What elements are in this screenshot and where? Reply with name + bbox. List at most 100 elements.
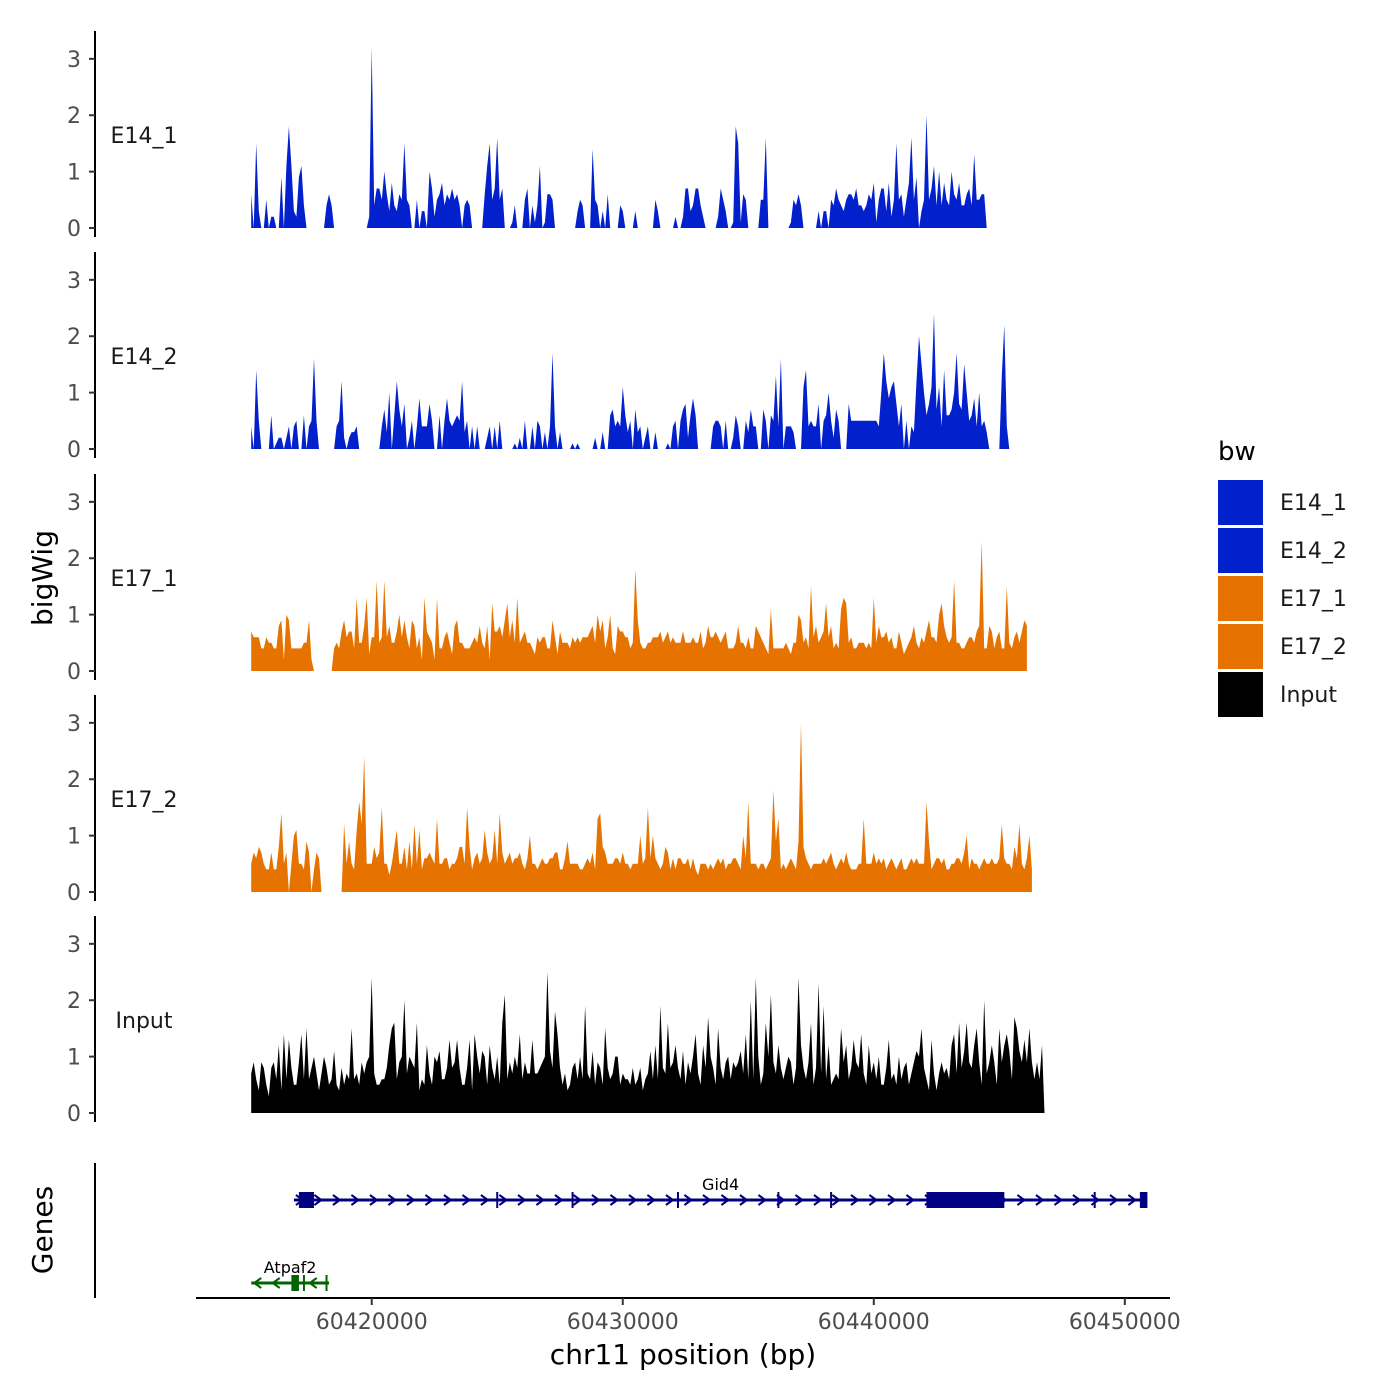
gene-models: Gid4 Atpaf2	[251, 1175, 1148, 1291]
exon-block	[1139, 1192, 1148, 1208]
track-Input: 0 1 2 3 Input	[67, 916, 1045, 1127]
y-axis-title: bigWig	[26, 530, 59, 626]
track-E17_1: 0 1 2 3 E17_1	[67, 474, 1027, 685]
strand-arrow	[271, 1277, 281, 1289]
strand-arrow	[646, 1194, 657, 1206]
exon-block	[291, 1275, 299, 1291]
strand-arrow	[1053, 1194, 1064, 1206]
strand-arrow	[831, 1194, 842, 1206]
strand-arrow	[628, 1194, 638, 1206]
coverage-area-E17_2	[251, 722, 1032, 892]
coverage-area-E14_2	[251, 313, 1017, 449]
strand-arrow	[1016, 1194, 1027, 1206]
gene-Atpaf2: Atpaf2	[251, 1258, 330, 1291]
y-tick-label: 1	[67, 161, 81, 186]
y-tick-label: 3	[67, 491, 81, 516]
x-axis-ticks: 60420000 60430000 60440000 60450000	[316, 1298, 1181, 1335]
strand-arrow	[1109, 1194, 1119, 1206]
y-tick-label: 2	[67, 547, 81, 572]
coverage-area-E17_1	[251, 541, 1027, 671]
y-tick-label: 1	[67, 382, 81, 407]
x-axis: 60420000 60430000 60440000 60450000	[196, 1297, 1181, 1335]
x-tick-label: 60420000	[316, 1310, 428, 1335]
y-tick-label: 2	[67, 768, 81, 793]
y-tick-label: 0	[67, 438, 81, 463]
legend-swatch-E17_1	[1218, 576, 1263, 621]
coverage-area-Input	[251, 972, 1045, 1113]
genes-panel: Gid4 Atpaf2	[94, 1163, 1148, 1298]
track-label: E17_1	[111, 567, 178, 592]
strand-arrow	[572, 1194, 583, 1206]
x-tick-label: 60440000	[818, 1310, 930, 1335]
y-tick-label: 2	[67, 325, 81, 350]
y-tick-label: 0	[67, 660, 81, 685]
exon-block	[926, 1192, 1005, 1208]
strand-arrow	[739, 1194, 749, 1206]
legend-swatch-Input	[1218, 672, 1263, 717]
strand-arrow	[350, 1194, 361, 1206]
y-tick-label: 1	[67, 604, 81, 629]
strand-arrow	[683, 1194, 694, 1206]
strand-arrow	[332, 1194, 342, 1206]
strand-arrow	[813, 1194, 823, 1206]
x-tick-label: 60450000	[1069, 1310, 1181, 1335]
strand-arrow	[702, 1194, 712, 1206]
genes-axis-title: Genes	[26, 1186, 59, 1274]
strand-arrow	[1127, 1194, 1138, 1206]
strand-arrow	[480, 1194, 490, 1206]
legend-swatch-E17_2	[1218, 624, 1263, 669]
track-label: Input	[116, 1009, 173, 1034]
strand-arrow	[554, 1194, 564, 1206]
track-E14_1: 0 1 2 3 E14_1	[67, 31, 990, 242]
track-E17_2: 0 1 2 3 E17_2	[67, 695, 1032, 906]
y-tick-label: 3	[67, 712, 81, 737]
strand-arrow	[369, 1194, 379, 1206]
track-label: E17_2	[111, 788, 178, 813]
legend: bw E14_1 E14_2 E17_1 E17_2 Input	[1218, 437, 1347, 717]
coverage-tracks: 0 1 2 3 E14_1 0 1 2 3 E14_2 0 1 2 3 E17_1 0 1 2 3 E17_2 0 1 2 3…	[67, 31, 1045, 1127]
strand-arrow	[850, 1194, 860, 1206]
coverage-area-E14_1	[251, 47, 990, 228]
strand-arrow	[498, 1194, 509, 1206]
legend-swatch-E14_1	[1218, 480, 1263, 525]
y-tick-label: 1	[67, 1046, 81, 1071]
legend-label: E14_2	[1280, 539, 1347, 564]
legend-label: E17_2	[1280, 635, 1347, 660]
strand-arrow	[308, 1277, 318, 1289]
strand-arrow	[313, 1194, 324, 1206]
strand-arrow	[868, 1194, 879, 1206]
strand-arrow	[517, 1194, 527, 1206]
legend-title: bw	[1218, 437, 1256, 467]
legend-swatch-E14_2	[1218, 528, 1263, 573]
y-tick-label: 0	[67, 1102, 81, 1127]
strand-arrow	[1035, 1194, 1045, 1206]
track-E14_2: 0 1 2 3 E14_2	[67, 252, 1017, 463]
track-label: E14_1	[111, 124, 178, 149]
legend-label: Input	[1280, 683, 1337, 708]
strand-arrow	[252, 1277, 262, 1289]
x-tick-label: 60430000	[567, 1310, 679, 1335]
strand-arrow	[461, 1194, 472, 1206]
y-tick-label: 0	[67, 881, 81, 906]
strand-arrow	[1072, 1194, 1082, 1206]
strand-arrow	[387, 1194, 398, 1206]
y-tick-label: 0	[67, 217, 81, 242]
y-tick-label: 3	[67, 269, 81, 294]
legend-label: E17_1	[1280, 587, 1347, 612]
strand-arrow	[665, 1194, 675, 1206]
x-axis-title: chr11 position (bp)	[550, 1338, 816, 1371]
strand-arrow	[794, 1194, 805, 1206]
y-tick-label: 1	[67, 825, 81, 850]
strand-arrow	[535, 1194, 546, 1206]
y-tick-label: 3	[67, 933, 81, 958]
strand-arrow	[887, 1194, 897, 1206]
legend-label: E14_1	[1280, 491, 1347, 516]
strand-arrow	[443, 1194, 453, 1206]
y-tick-label: 3	[67, 48, 81, 73]
exon-block	[298, 1192, 314, 1208]
strand-arrow	[757, 1194, 768, 1206]
track-label: E14_2	[111, 345, 178, 370]
strand-arrow	[905, 1194, 916, 1206]
strand-arrow	[406, 1194, 416, 1206]
